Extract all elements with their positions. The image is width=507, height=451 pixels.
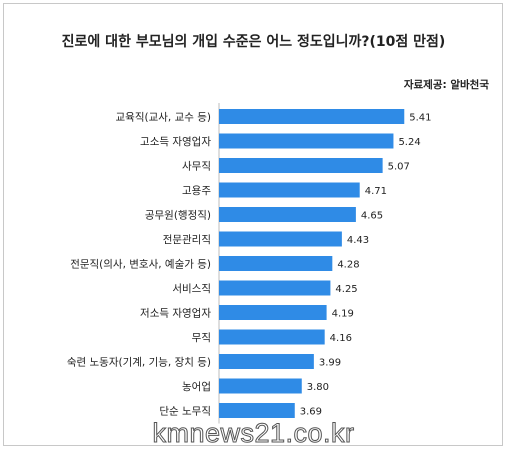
bar — [219, 109, 405, 124]
data-label: 4.25 — [335, 284, 357, 295]
category-label: 고용주 — [182, 185, 211, 197]
bar — [219, 329, 325, 345]
category-label: 무직 — [192, 332, 211, 344]
data-label: 3.69 — [300, 407, 322, 418]
bar — [219, 305, 327, 320]
category-label: 전문직(의사, 변호사, 예술가 등) — [70, 258, 211, 271]
category-label: 농어업 — [182, 380, 211, 393]
data-label: 5.41 — [409, 113, 431, 124]
bar — [219, 403, 295, 418]
category-label: 고소득 자영업자 — [140, 135, 211, 148]
data-label: 3.99 — [319, 358, 341, 369]
category-label: 공무원(행정직) — [145, 210, 211, 222]
data-label: 4.43 — [347, 235, 369, 246]
bar — [219, 280, 331, 296]
category-label: 사무직 — [182, 161, 211, 173]
category-label: 숙련 노동자(기계, 기능, 장치 등) — [67, 357, 211, 369]
bar — [219, 182, 360, 198]
data-label: 4.71 — [365, 186, 387, 197]
bar — [219, 231, 342, 247]
data-label: 4.19 — [332, 309, 354, 320]
data-label: 5.24 — [398, 137, 420, 148]
category-label: 전문관리직 — [163, 234, 211, 246]
data-label: 4.65 — [361, 211, 383, 222]
data-label: 3.80 — [307, 382, 329, 393]
category-label: 서비스직 — [172, 283, 211, 295]
bar — [219, 256, 333, 271]
watermark: kmnews21.co.kr — [152, 418, 355, 449]
bar — [219, 354, 314, 369]
category-label: 저소득 자영업자 — [140, 307, 211, 320]
bar — [219, 207, 356, 222]
data-label: 4.16 — [330, 333, 352, 344]
bar — [219, 133, 394, 149]
category-label: 교육직(교사, 교수 등) — [116, 112, 212, 124]
data-label: 5.07 — [388, 162, 410, 173]
source-note: 자료제공: 알바천국 — [403, 79, 489, 91]
bar — [219, 378, 302, 394]
chart-title: 진로에 대한 부모님의 개입 수준은 어느 정도입니까?(10점 만점) — [61, 34, 446, 50]
category-label: 단순 노무직 — [159, 406, 211, 418]
data-label: 4.28 — [337, 260, 359, 271]
bar — [219, 158, 383, 173]
chart-frame — [3, 3, 503, 446]
